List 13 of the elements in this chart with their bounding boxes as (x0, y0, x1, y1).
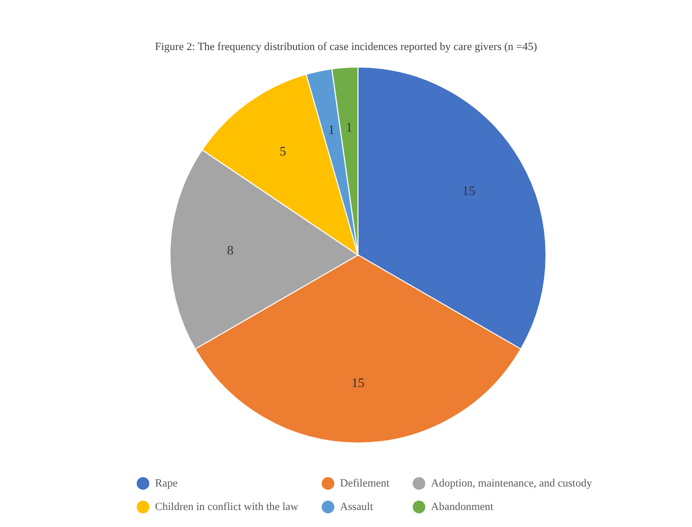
data-label: 1 (346, 119, 352, 134)
legend-label: Defilement (340, 477, 390, 490)
data-label: 1 (328, 122, 335, 137)
chart-title: Figure 2: The frequency distribution of case incidences reported by care givers (n =45) (154, 41, 538, 53)
legend-label: Children in conflict with the law (155, 501, 298, 513)
legend-label: Rape (155, 477, 178, 490)
legend-label: Assault (340, 501, 373, 513)
data-label: 8 (226, 242, 234, 258)
data-label: 15 (462, 183, 476, 198)
data-label: 15 (352, 374, 364, 390)
legend-label: Adoption, maintenance, and custody (431, 477, 592, 490)
data-label: 5 (280, 144, 286, 159)
legend-label: Abandonment (431, 501, 494, 513)
